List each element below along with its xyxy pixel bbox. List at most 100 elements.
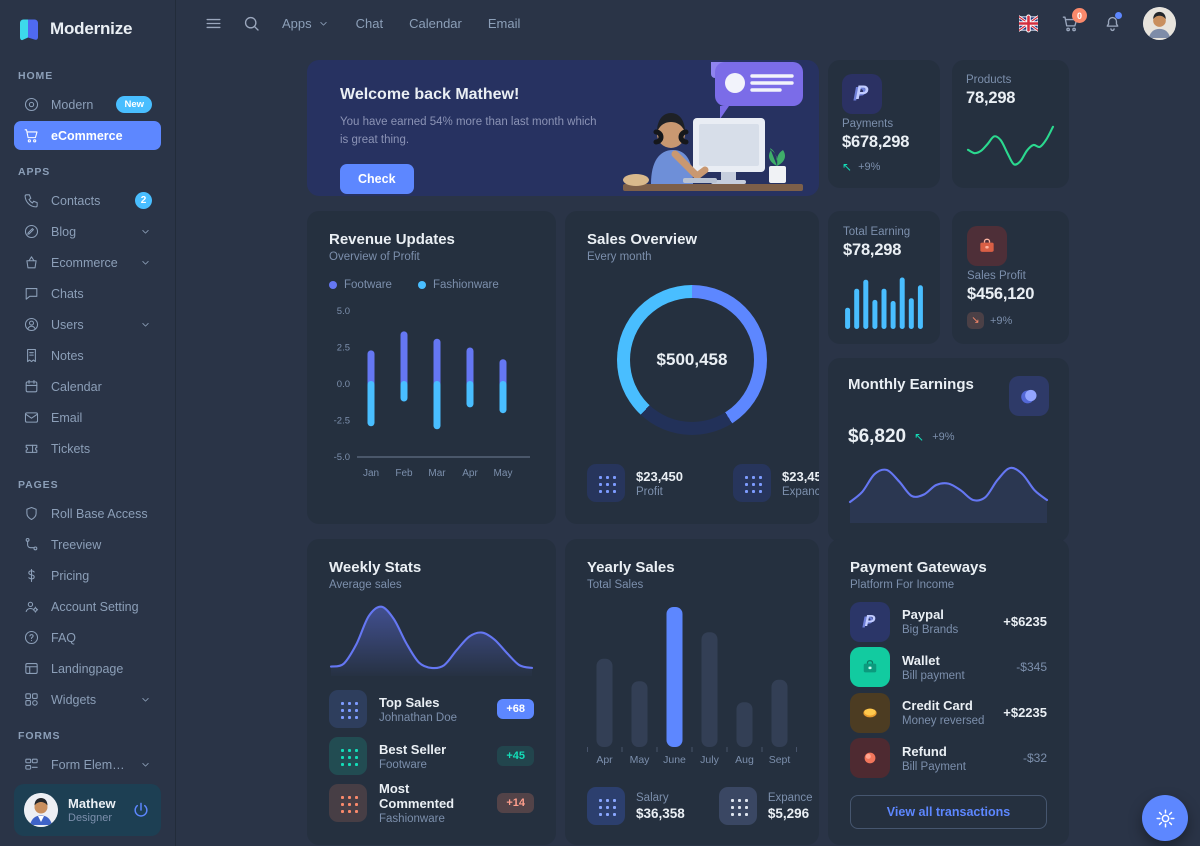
topbar-menu-apps[interactable]: Apps xyxy=(282,16,330,31)
sidebar-item-pricing[interactable]: Pricing xyxy=(14,561,161,590)
weekly-row-top-sales[interactable]: Top Sales Johnathan Doe +68 xyxy=(329,687,534,731)
chevron-down-icon xyxy=(139,225,152,238)
svg-text:Apr: Apr xyxy=(596,754,613,766)
sidebar-item-form-elements[interactable]: Form Elements xyxy=(14,750,161,778)
search-icon[interactable] xyxy=(234,6,268,40)
sidebar-item-label: Modern xyxy=(51,97,94,112)
svg-text:2.5: 2.5 xyxy=(337,343,350,354)
revenue-updates-card: Revenue Updates Overview of Profit Footw… xyxy=(307,211,556,524)
sidebar-item-label: Users xyxy=(51,317,84,332)
yearly-sales-chart: Apr May June July Aug Sept xyxy=(587,601,797,769)
sidebar-item-roll-base-access[interactable]: Roll Base Access xyxy=(14,499,161,528)
chevron-down-icon xyxy=(139,318,152,331)
weekly-row-best-seller[interactable]: Best Seller Footware +45 xyxy=(329,734,534,778)
products-card: Products 78,298 xyxy=(952,60,1069,188)
sales-overview-card: Sales Overview Every month $500,458 $23,… xyxy=(565,211,819,524)
svg-text:May: May xyxy=(494,468,513,479)
weekly-rows: Top Sales Johnathan Doe +68 Best Seller Foot… xyxy=(329,687,534,825)
gateway-row-wallet[interactable]: Wallet Bill payment -$345 xyxy=(850,645,1047,691)
sidebar: Modernize HOME Modern New eCommerce APPS Cont… xyxy=(0,0,176,846)
profile-avatar xyxy=(24,793,58,827)
gateway-row-refund[interactable]: Refund Bill Payment -$32 xyxy=(850,736,1047,782)
topbar-menu-email[interactable]: Email xyxy=(487,15,521,31)
sidebar-item-label: Calendar xyxy=(51,379,102,394)
sidebar-item-modern[interactable]: Modern New xyxy=(14,90,161,119)
topbar: Apps Chat Calendar Email 0 xyxy=(176,0,1200,46)
monthly-earnings-value: $6,820 xyxy=(848,426,907,447)
check-button[interactable]: Check xyxy=(340,163,414,194)
hamburger-menu-icon[interactable] xyxy=(196,6,230,40)
sidebar-item-label: Pricing xyxy=(51,568,90,583)
weekly-badge: +45 xyxy=(497,746,534,766)
sidebar-item-treeview[interactable]: Treeview xyxy=(14,530,161,559)
payments-label: Payments xyxy=(842,118,894,130)
sidebar-section-forms: FORMS xyxy=(18,730,61,742)
sidebar-item-ecommerce[interactable]: Ecommerce xyxy=(14,248,161,277)
sidebar-item-ecommerce[interactable]: eCommerce xyxy=(14,121,161,150)
sidebar-item-landingpage[interactable]: Landingpage xyxy=(14,654,161,683)
svg-text:Sept: Sept xyxy=(769,754,791,766)
ticket-icon xyxy=(23,440,40,457)
cart-icon xyxy=(23,127,40,144)
sidebar-item-label: Treeview xyxy=(51,537,102,552)
sidebar-item-email[interactable]: Email xyxy=(14,403,161,432)
svg-text:Apr: Apr xyxy=(462,468,478,479)
total-earning-value: $78,298 xyxy=(843,241,902,259)
sidebar-item-label: Form Elements xyxy=(51,757,128,772)
sidebar-item-calendar[interactable]: Calendar xyxy=(14,372,161,401)
sidebar-item-contacts[interactable]: Contacts 2 xyxy=(14,186,161,215)
credit-card-icon xyxy=(850,692,890,733)
sidebar-item-chats[interactable]: Chats xyxy=(14,279,161,308)
weekly-stats-card: Weekly Stats Average sales Top Sales John… xyxy=(307,539,556,845)
sidebar-item-label: Tickets xyxy=(51,441,91,456)
trend-up-icon: ↖ xyxy=(914,430,925,444)
topbar-menu-calendar[interactable]: Calendar xyxy=(409,15,462,31)
weekly-row-most-commented[interactable]: Most Commented Fashionware +14 xyxy=(329,781,534,825)
svg-text:0.0: 0.0 xyxy=(337,379,350,390)
topbar-menu-chat[interactable]: Chat xyxy=(355,15,384,31)
settings-fab-button[interactable] xyxy=(1142,795,1188,841)
sidebar-profile-card[interactable]: Mathew Designer xyxy=(14,784,161,836)
revenue-legend: Footware Fashionware xyxy=(329,279,534,291)
cart-icon[interactable]: 0 xyxy=(1053,6,1087,40)
svg-text:-5.0: -5.0 xyxy=(334,452,350,463)
sidebar-item-users[interactable]: Users xyxy=(14,310,161,339)
paypal-icon: P xyxy=(842,74,882,114)
notifications-bell-icon[interactable] xyxy=(1095,6,1129,40)
message-icon xyxy=(23,285,40,302)
sidebar-item-tickets[interactable]: Tickets xyxy=(14,434,161,463)
sales-subtitle: Every month xyxy=(587,251,652,263)
language-flag-icon[interactable] xyxy=(1011,6,1045,40)
gateway-row-credit-card[interactable]: Credit Card Money reversed +$2235 xyxy=(850,690,1047,736)
basket-icon xyxy=(23,254,40,271)
grid-dots-icon xyxy=(329,737,367,775)
sidebar-item-label: eCommerce xyxy=(51,128,123,143)
paypal-icon: P xyxy=(850,601,890,642)
logout-power-icon[interactable] xyxy=(131,800,151,820)
revenue-title: Revenue Updates xyxy=(329,231,455,248)
briefcase-icon xyxy=(967,226,1007,266)
total-earning-label: Total Earning xyxy=(843,226,911,238)
sidebar-section-home: HOME xyxy=(18,70,54,82)
gateway-rows: P Paypal Big Brands +$6235 Wallet Bill paymen… xyxy=(850,599,1047,781)
sidebar-badge: New xyxy=(116,96,152,113)
view-all-transactions-button[interactable]: View all transactions xyxy=(850,795,1047,829)
sidebar-item-blog[interactable]: Blog xyxy=(14,217,161,246)
sidebar-item-faq[interactable]: FAQ xyxy=(14,623,161,652)
grid-dots-icon xyxy=(718,787,757,825)
brand[interactable]: Modernize xyxy=(14,12,161,56)
brand-name: Modernize xyxy=(50,19,133,38)
user-avatar[interactable] xyxy=(1143,6,1176,40)
sidebar-item-notes[interactable]: Notes xyxy=(14,341,161,370)
svg-text:June: June xyxy=(663,754,686,766)
welcome-banner: Welcome back Mathew! You have earned 54%… xyxy=(307,60,819,196)
chevron-down-icon xyxy=(317,17,330,30)
sidebar-item-account-setting[interactable]: Account Setting xyxy=(14,592,161,621)
sales-donut-center: $500,458 xyxy=(656,350,728,369)
currency-coin-icon xyxy=(1009,376,1049,416)
sidebar-item-widgets[interactable]: Widgets xyxy=(14,685,161,714)
sidebar-item-label: Account Setting xyxy=(51,599,139,614)
gateway-row-paypal[interactable]: P Paypal Big Brands +$6235 xyxy=(850,599,1047,645)
monthly-earnings-chart xyxy=(848,448,1049,524)
